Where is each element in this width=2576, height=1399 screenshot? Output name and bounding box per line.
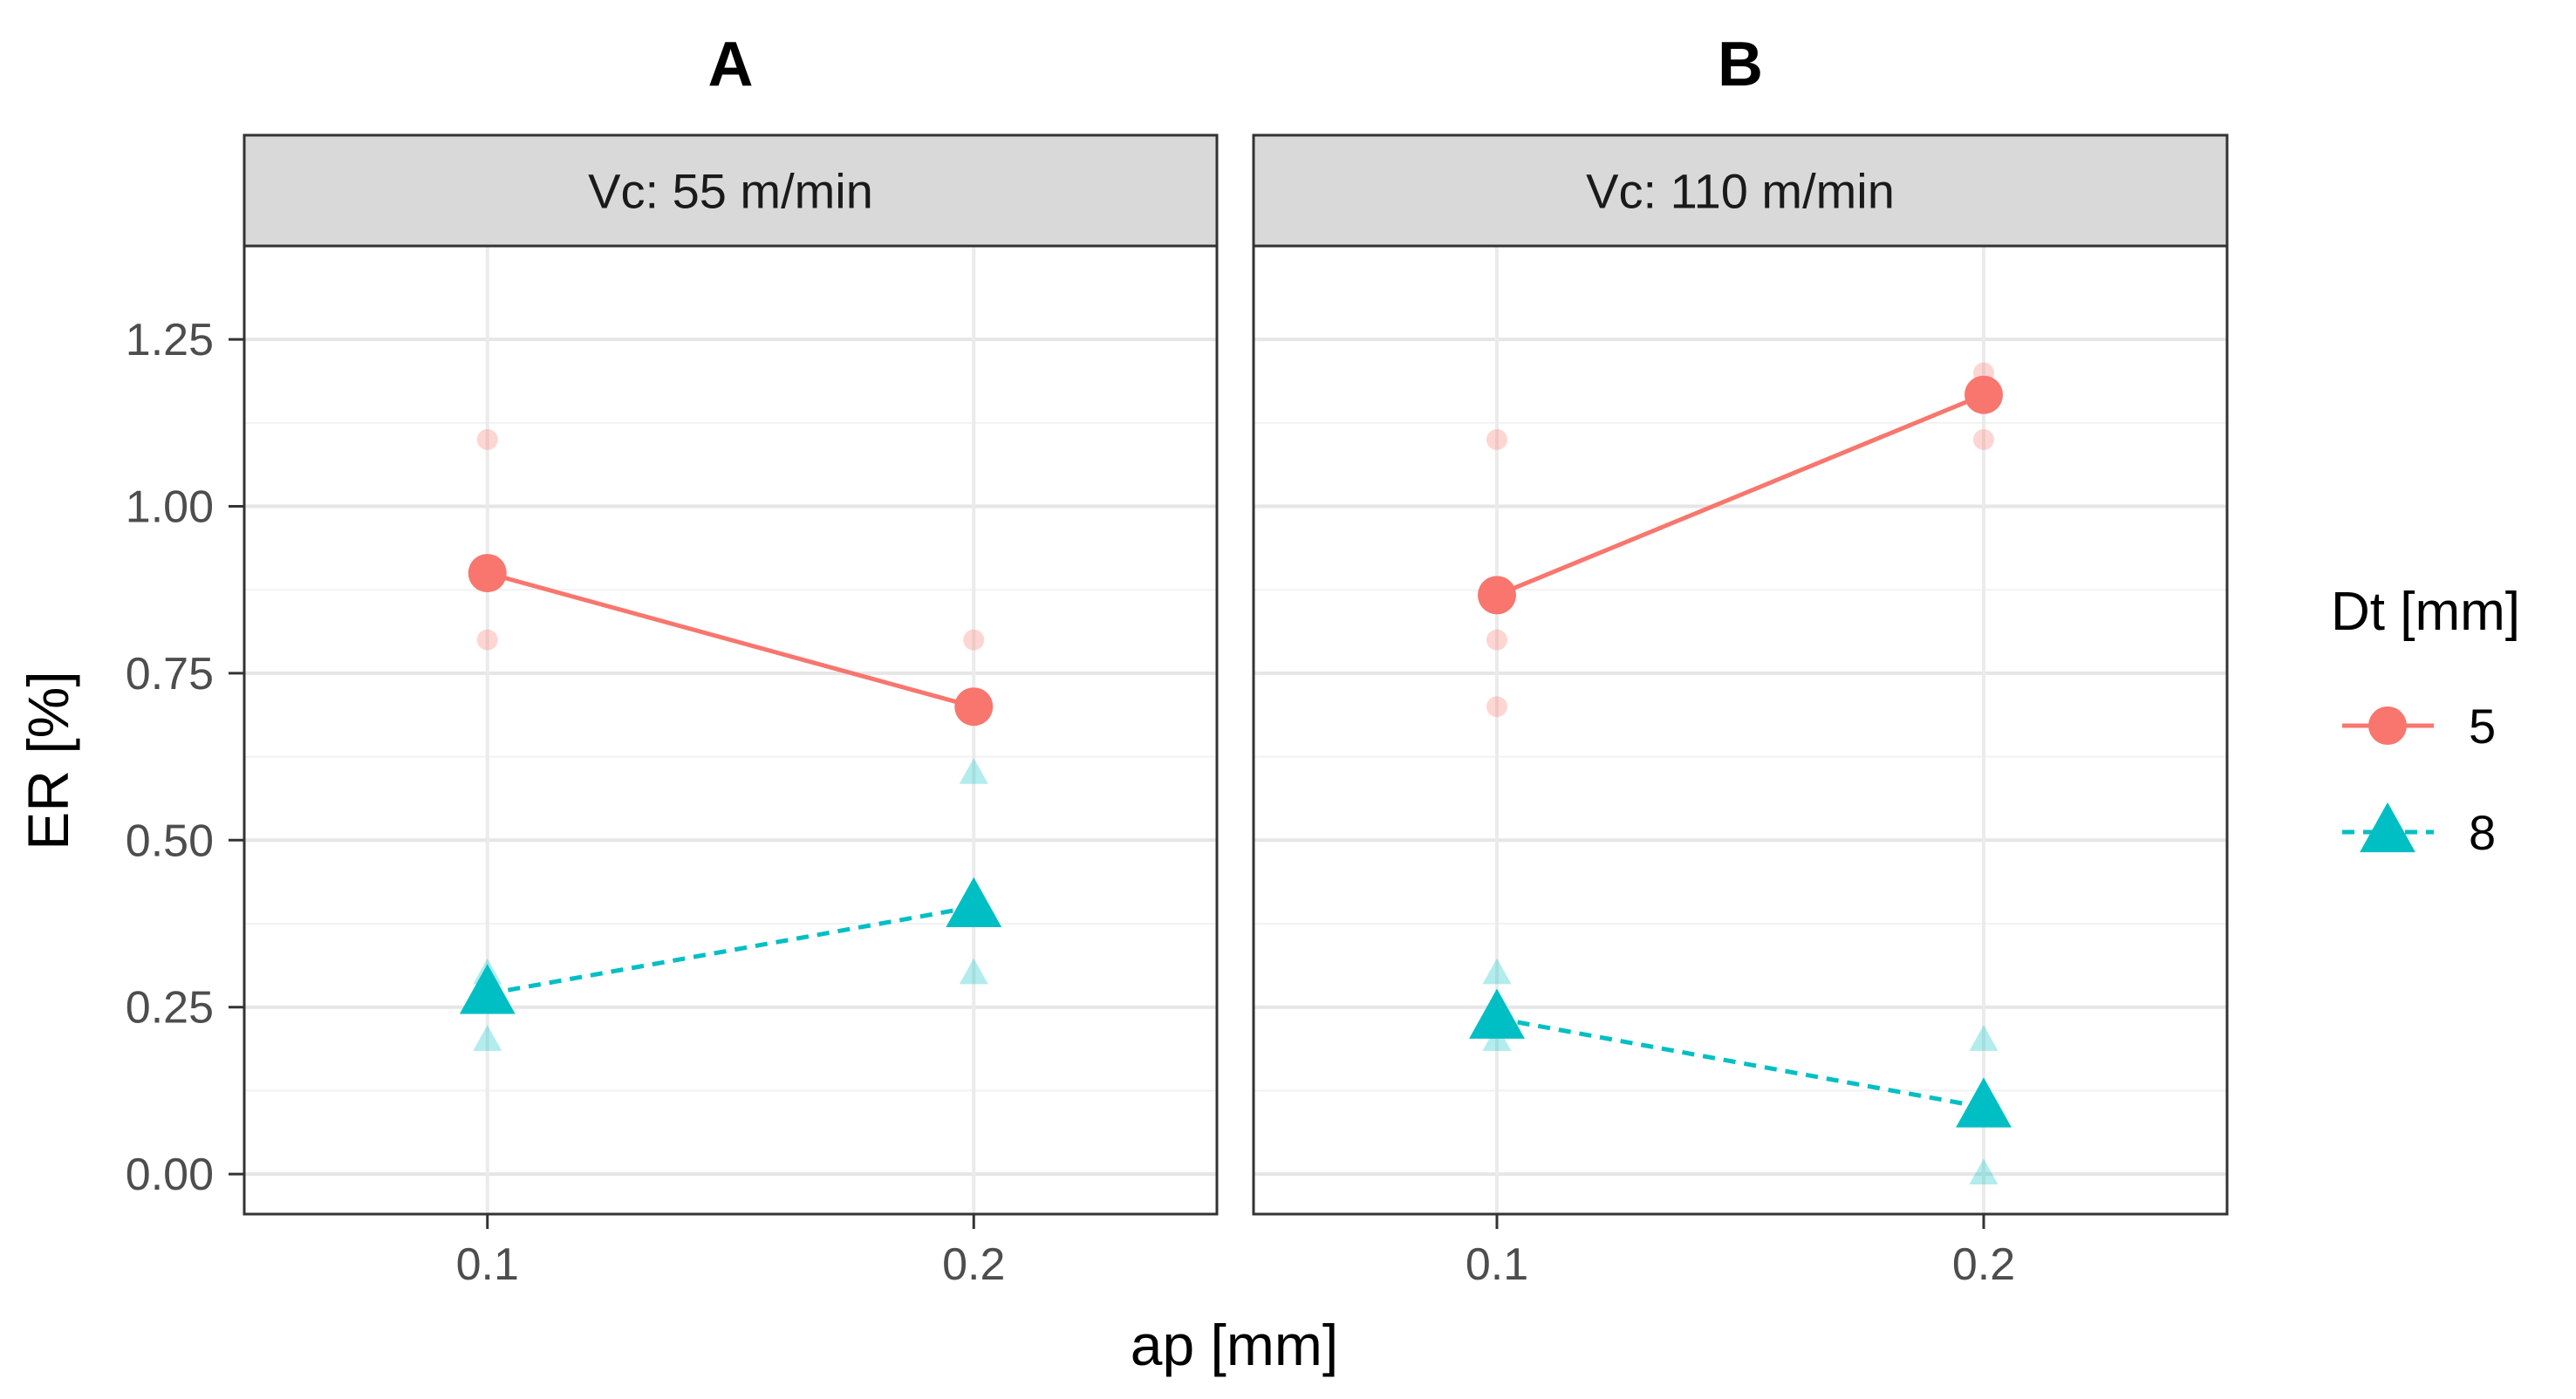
observation-point (1486, 696, 1507, 718)
y-tick-label: 0.50 (126, 816, 214, 866)
observation-point (1486, 429, 1507, 450)
y-tick-label: 0.00 (126, 1150, 214, 1200)
panel-tag: B (1718, 30, 1763, 99)
mean-point (946, 877, 1002, 928)
mean-point (468, 554, 507, 593)
observation-point (963, 629, 985, 651)
legend-title: Dt [mm] (2331, 582, 2520, 642)
y-tick-label: 1.25 (126, 315, 214, 365)
y-axis-title: ER [%] (16, 671, 80, 850)
plot-background (244, 246, 1217, 1214)
legend: Dt [mm] 5 8 (2331, 582, 2520, 860)
legend-key-marker (2368, 706, 2407, 745)
observation-point (476, 429, 498, 450)
mean-line (1496, 392, 1985, 597)
plot-background (1254, 246, 2227, 1214)
observation-point (1969, 1158, 1999, 1185)
panel-tag: A (708, 30, 754, 99)
legend-key-marker (2360, 802, 2415, 853)
mean-line (487, 570, 974, 709)
panels: 0.00 0.25 0.50 0.75 1.00 1.25 A Vc: 55 m/min 0.1… (126, 30, 2229, 1290)
facet-strip (1252, 133, 2229, 248)
observation-point (959, 958, 988, 985)
mean-point (1469, 988, 1525, 1039)
y-tick-label: 1.00 (126, 482, 214, 533)
y-tick-label: 0.75 (126, 649, 214, 700)
x-axis-title: ap [mm] (1131, 1313, 1338, 1377)
x-tick-label: 0.1 (1466, 1239, 1528, 1290)
observation-point (1482, 958, 1512, 985)
x-tick-label: 0.2 (942, 1239, 1005, 1290)
legend-item-dt-8: 8 (2342, 802, 2496, 860)
mean-point (1956, 1077, 2012, 1128)
mean-point (954, 687, 994, 727)
observation-point (1969, 1025, 1999, 1051)
series-dt-5 (1478, 362, 2003, 718)
mean-point (1478, 576, 1516, 615)
x-tick-label: 0.2 (1952, 1239, 2015, 1290)
series-dt-8 (459, 758, 1002, 1051)
observation-point (959, 758, 988, 784)
series-dt-8 (1469, 958, 2012, 1185)
mean-point (1964, 375, 2003, 414)
legend-item-dt-5: 5 (2342, 699, 2496, 754)
observation-point (1486, 629, 1507, 651)
panel-a: A Vc: 55 m/min 0.1 0.2 (243, 30, 1219, 1290)
facet-strip-label: Vc: 55 m/min (588, 164, 873, 219)
facet-strip-label: Vc: 110 m/min (1586, 164, 1895, 219)
y-tick-label: 0.25 (126, 983, 214, 1034)
mean-point (459, 964, 516, 1014)
observation-point (476, 629, 498, 651)
series-dt-5 (468, 429, 994, 727)
panel-b: B Vc: 110 m/min 0.1 0.2 (1252, 30, 2229, 1290)
legend-label: 5 (2469, 699, 2496, 754)
x-tick-label: 0.1 (456, 1239, 519, 1290)
observation-point (1973, 429, 1994, 450)
legend-label: 8 (2469, 805, 2496, 860)
facet-strip (243, 133, 1219, 248)
observation-point (473, 1025, 502, 1051)
